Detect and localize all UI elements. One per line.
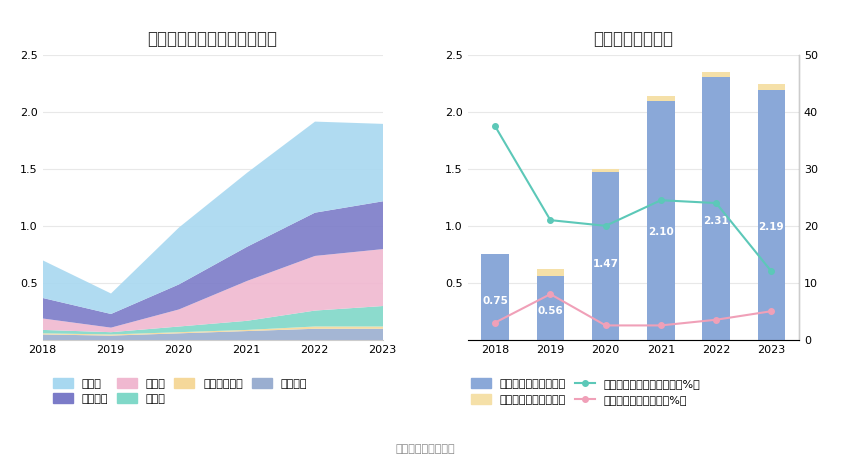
Text: 2.19: 2.19 — [758, 223, 785, 232]
Text: 0.75: 0.75 — [482, 296, 508, 306]
Bar — [757, 90, 785, 340]
Text: 2.10: 2.10 — [648, 227, 674, 237]
Bar — [647, 101, 675, 340]
Text: 1.47: 1.47 — [592, 259, 619, 269]
Bar — [702, 72, 730, 77]
Text: 2.31: 2.31 — [703, 216, 729, 226]
Text: 0.56: 0.56 — [537, 306, 564, 316]
Bar — [536, 269, 564, 276]
Bar — [536, 276, 564, 340]
Title: 近年存货变化堆积图（亿元）: 近年存货变化堆积图（亿元） — [148, 30, 277, 48]
Bar — [757, 84, 785, 90]
Bar — [592, 169, 620, 172]
Bar — [702, 77, 730, 340]
Legend: 存货账面价值（亿元）, 存货跌价准备（亿元）, 右轴：存货占净资产比例（%）, 右轴：存货计提比例（%）: 存货账面价值（亿元）, 存货跌价准备（亿元）, 右轴：存货占净资产比例（%）, … — [467, 374, 705, 410]
Bar — [592, 172, 620, 340]
Legend: 原材料, 库存商品, 半成品, 在产品, 委托加工材料, 发出商品: 原材料, 库存商品, 半成品, 在产品, 委托加工材料, 发出商品 — [48, 374, 312, 409]
Text: 数据来源：恒生聚源: 数据来源：恒生聚源 — [395, 444, 455, 454]
Bar — [647, 96, 675, 101]
Title: 历年存货变动情况: 历年存货变动情况 — [593, 30, 673, 48]
Bar — [481, 254, 509, 340]
